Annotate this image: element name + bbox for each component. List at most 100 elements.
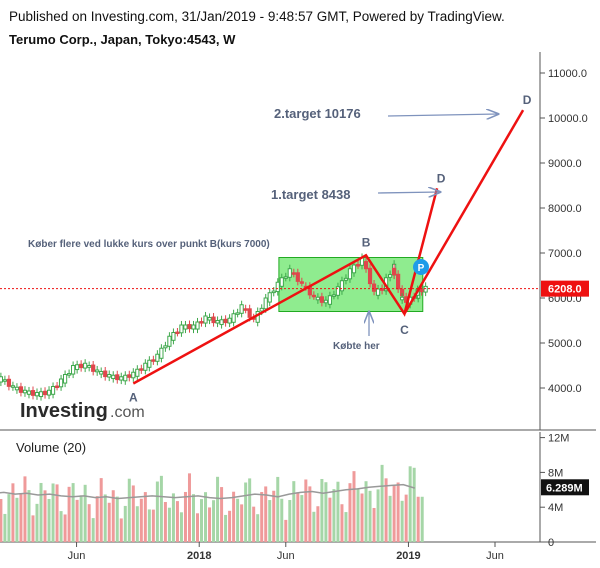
- volume-bar: [139, 498, 143, 542]
- candle: [167, 332, 172, 351]
- last-price-label: 6208.0: [548, 284, 582, 296]
- candle: [14, 383, 20, 394]
- x-tick-label: 2019: [396, 550, 420, 562]
- x-tick-label: Jun: [277, 550, 295, 562]
- vol-tick-label: 4M: [548, 502, 563, 514]
- candle: [103, 367, 108, 381]
- buy-zone: [278, 257, 424, 312]
- y-tick-label: 5000.0: [548, 338, 582, 350]
- candle: [139, 364, 144, 374]
- volume-bar: [179, 512, 183, 542]
- candle: [143, 359, 148, 375]
- logo-suffix: .com: [110, 404, 145, 421]
- bought-label: Købte her: [333, 341, 380, 352]
- candle: [396, 270, 401, 293]
- volume-bar: [320, 478, 324, 542]
- investing-logo: Investing .com: [20, 400, 145, 422]
- candle: [191, 320, 196, 334]
- volume-bar: [388, 495, 392, 542]
- candle: [371, 280, 377, 296]
- volume-bar: [71, 483, 75, 542]
- candle: [159, 344, 164, 363]
- target1-arrow: [377, 192, 440, 193]
- candle: [267, 288, 272, 307]
- candle: [127, 370, 132, 382]
- y-tick-label: 9000.0: [548, 158, 582, 170]
- volume-bar: [119, 518, 123, 542]
- volume-bar: [23, 476, 27, 542]
- candle: [67, 369, 72, 379]
- volume-bar: [244, 482, 248, 542]
- candle: [227, 314, 232, 328]
- volume-bar: [196, 513, 200, 542]
- volume-bar: [232, 491, 236, 542]
- volume-bar: [31, 515, 35, 542]
- candle: [219, 315, 224, 329]
- volume-bar: [3, 513, 7, 542]
- volume-last-tag: 6.289M: [541, 479, 589, 496]
- volume-bar: [159, 475, 163, 542]
- volume-bar: [284, 519, 288, 542]
- volume-bar: [252, 506, 256, 542]
- candle: [34, 388, 40, 400]
- volume-bar: [135, 506, 139, 542]
- volume-bar: [107, 502, 111, 542]
- symbol-title: Terumo Corp., Japan, Tokyo:4543, W: [9, 32, 236, 47]
- volume-bar: [200, 499, 204, 542]
- candle: [22, 386, 28, 397]
- volume-bar: [228, 510, 232, 542]
- candle: [50, 382, 56, 399]
- note-label: Køber flere ved lukke kurs over punkt B(…: [28, 239, 270, 250]
- candle: [54, 382, 60, 391]
- candle: [115, 370, 120, 384]
- pattern-line-abcd1: [132, 187, 439, 385]
- volume-bar: [19, 493, 23, 542]
- volume-ma-line: [0, 483, 416, 500]
- volume-bar: [276, 476, 280, 542]
- volume-bar: [328, 497, 332, 542]
- candle: [10, 381, 16, 391]
- volume-bar: [360, 493, 364, 542]
- volume-bar: [175, 501, 179, 542]
- volume-bar: [43, 490, 47, 542]
- candle: [279, 273, 284, 291]
- candle: [91, 361, 96, 376]
- candle: [0, 372, 3, 387]
- candle: [199, 317, 204, 327]
- volume-bar: [268, 500, 272, 542]
- candle: [223, 315, 228, 327]
- volume-bar: [63, 514, 67, 542]
- volume-bar: [280, 498, 284, 542]
- candle: [351, 260, 357, 277]
- target1-label: 1.target 8438: [271, 187, 351, 202]
- candle: [135, 365, 140, 381]
- candle: [275, 278, 280, 296]
- candle: [147, 356, 152, 372]
- volume-last-label: 6.289M: [546, 482, 583, 494]
- candle: [319, 292, 324, 307]
- candle: [179, 320, 184, 337]
- volume-bar: [183, 491, 187, 542]
- candle: [311, 291, 316, 300]
- volume-bar: [208, 507, 212, 542]
- candle: [287, 264, 292, 282]
- candle: [107, 370, 112, 382]
- candle: [18, 382, 24, 397]
- volume-bar: [83, 484, 87, 542]
- volume-bar: [167, 507, 171, 542]
- candle: [419, 285, 424, 296]
- volume-bar: [51, 483, 55, 542]
- volume-bar: [7, 494, 11, 542]
- p-badge[interactable]: P: [413, 259, 429, 275]
- candle: [343, 274, 349, 285]
- volume-bar: [288, 500, 292, 542]
- vol-tick-label: 12M: [548, 433, 569, 445]
- point-label-a: A: [129, 391, 138, 405]
- volume-bar: [115, 496, 119, 542]
- volume-bar: [163, 501, 167, 542]
- x-tick-label: Jun: [486, 550, 504, 562]
- candle: [283, 272, 288, 282]
- volume-bar: [392, 484, 396, 542]
- volume-bar: [292, 481, 296, 542]
